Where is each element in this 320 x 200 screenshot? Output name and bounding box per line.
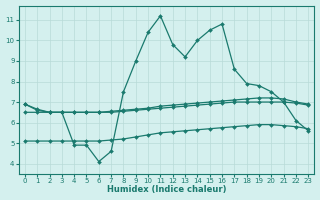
X-axis label: Humidex (Indice chaleur): Humidex (Indice chaleur)	[107, 185, 226, 194]
